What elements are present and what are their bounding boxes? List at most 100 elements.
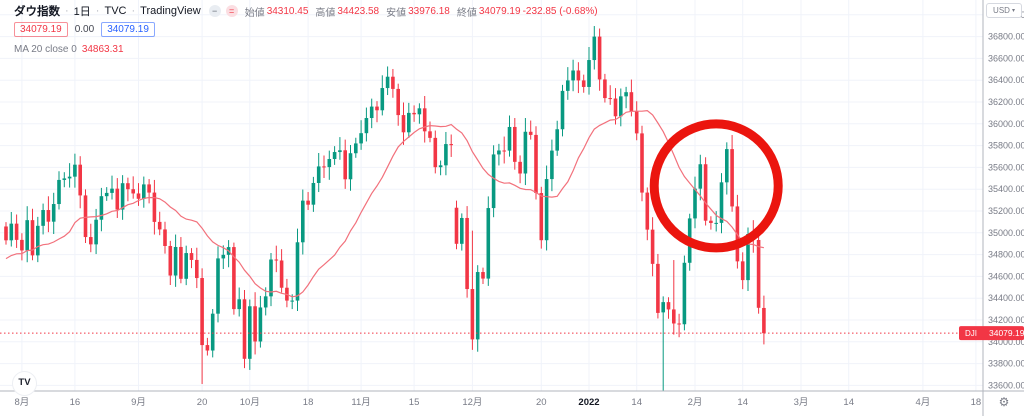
candle-body [581, 80, 586, 87]
price-axis-panel[interactable] [983, 0, 1024, 416]
close-label: 終値 [456, 7, 477, 19]
price-axis-label: 35600.00 [988, 162, 1024, 172]
candle-body [163, 229, 167, 246]
candle-body [497, 150, 501, 155]
time-axis-label: 11月 [351, 397, 370, 408]
candle-body [131, 189, 135, 194]
candle-body [481, 272, 485, 279]
close-value: 34079.19 [478, 5, 521, 17]
candle-body [258, 307, 263, 342]
candle-body [78, 164, 82, 196]
symbol-title[interactable]: ダウ指数 [14, 6, 60, 18]
candle-body [168, 245, 173, 276]
candle-body [539, 193, 544, 241]
candle-body [269, 259, 273, 297]
candle-body [274, 259, 279, 261]
candle-body [343, 150, 347, 180]
candle-body [650, 229, 655, 264]
candle-body [364, 118, 369, 134]
time-axis-label: 20 [536, 397, 547, 408]
candle-body [412, 112, 416, 115]
candle-body [83, 195, 88, 238]
bid-price-badge[interactable]: 34079.19 [14, 21, 68, 37]
candle-body [46, 210, 51, 222]
candle-body [195, 259, 199, 279]
spread-value: 0.00 [74, 23, 95, 35]
price-axis-label: 35000.00 [988, 228, 1024, 238]
legend-quote-row: 34079.19 0.00 34079.19 [14, 21, 598, 37]
price-axis-label: 33600.00 [988, 380, 1024, 390]
candle-body [491, 154, 496, 209]
candle-body [263, 296, 268, 308]
exchange-label[interactable]: TVC [104, 5, 127, 17]
candle-body [746, 233, 750, 281]
candle-body [592, 36, 597, 61]
red-circle-annotation[interactable] [649, 119, 783, 253]
candle-body [20, 239, 24, 251]
price-axis-label: 35800.00 [988, 141, 1024, 151]
tradingview-logo[interactable]: TV [12, 371, 37, 396]
candle-body [518, 161, 522, 174]
time-axis-label: 4月 [916, 397, 931, 408]
candle-body [200, 278, 204, 346]
candle-body [348, 153, 353, 180]
candle-body [62, 178, 67, 180]
time-axis-label: 2022 [578, 397, 599, 408]
candle-body [295, 242, 300, 301]
legend-indicator-row: MA 20 close 0 34863.31 [14, 41, 598, 57]
price-axis-label: 34400.00 [988, 293, 1024, 303]
candle-body [115, 188, 120, 210]
candle-body [147, 184, 151, 193]
candle-body [279, 260, 284, 288]
candle-body [354, 143, 358, 154]
legend-symbol-row: ダウ指数 · 1日 · TVC · TradingView − = 始値 343… [14, 3, 598, 19]
price-axis-label: 36200.00 [988, 97, 1024, 107]
timeframe-label[interactable]: 1日 [73, 6, 91, 18]
candle-body [719, 182, 724, 223]
time-axis-label: 3月 [794, 397, 809, 408]
menu-icon[interactable]: = [225, 5, 238, 17]
candle-body [396, 88, 400, 116]
candle-body [756, 239, 761, 308]
candle-body [9, 223, 14, 241]
time-axis-label: 2月 [688, 397, 703, 408]
candle-body [322, 166, 326, 168]
chart-plot-area[interactable] [0, 26, 983, 416]
candle-body [465, 217, 469, 290]
candle-body [460, 217, 464, 244]
settings-gear-icon[interactable]: ⚙ [998, 395, 1010, 409]
candle-body [311, 182, 316, 205]
price-axis-label: 36400.00 [988, 75, 1024, 85]
ask-price-badge[interactable]: 34079.19 [101, 21, 155, 37]
chart-legend: ダウ指数 · 1日 · TVC · TradingView − = 始値 343… [14, 3, 598, 57]
time-axis-panel[interactable] [0, 391, 1024, 416]
candle-body [306, 200, 310, 205]
time-axis-label: 16 [70, 397, 81, 408]
candle-body [380, 88, 385, 111]
candle-body [523, 131, 528, 174]
price-axis-label: 34000.00 [988, 337, 1024, 347]
candle-body [301, 200, 305, 243]
candle-body [67, 176, 72, 179]
candle-body [645, 192, 650, 230]
candle-body [475, 272, 480, 340]
vendor-label[interactable]: TradingView [140, 5, 201, 17]
candle-body [30, 220, 35, 256]
ma-indicator-label[interactable]: MA 20 close 0 [14, 43, 77, 55]
candle-body [438, 165, 443, 168]
candle-body [14, 223, 19, 240]
collapse-icon[interactable]: − [208, 5, 221, 17]
price-axis-label: 34200.00 [988, 315, 1024, 325]
price-axis-label: 36600.00 [988, 53, 1024, 63]
open-label: 始値 [244, 7, 265, 19]
candle-body [624, 92, 628, 97]
candle-body [502, 150, 506, 152]
high-label: 高値 [315, 7, 336, 19]
candle-body [571, 70, 575, 81]
candle-body [666, 302, 671, 310]
low-label: 安値 [386, 7, 407, 19]
currency-dropdown[interactable]: USD ▾ [986, 3, 1022, 18]
candle-body [99, 196, 104, 220]
candle-body [110, 188, 114, 193]
